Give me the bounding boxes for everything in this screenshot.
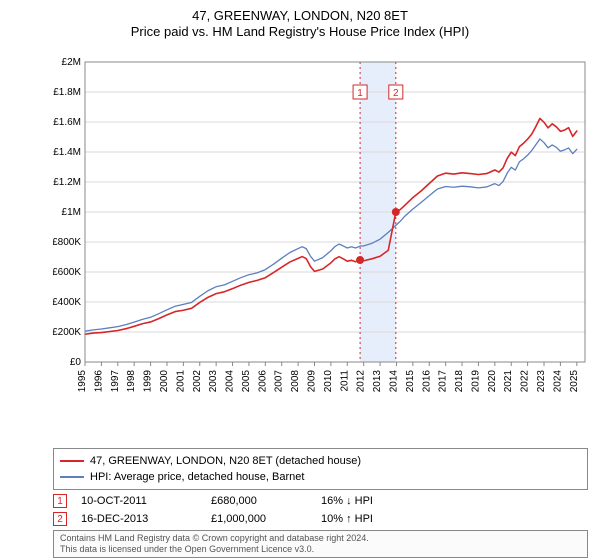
svg-text:2025: 2025 xyxy=(569,370,580,393)
svg-text:2010: 2010 xyxy=(323,370,334,393)
svg-text:2001: 2001 xyxy=(175,370,186,393)
svg-text:2018: 2018 xyxy=(454,370,465,393)
svg-text:2: 2 xyxy=(393,88,399,99)
svg-text:1996: 1996 xyxy=(93,370,104,393)
svg-text:£1.6M: £1.6M xyxy=(53,117,81,128)
legend: 47, GREENWAY, LONDON, N20 8ET (detached … xyxy=(53,448,588,490)
svg-text:2023: 2023 xyxy=(536,370,547,393)
title-line1: 47, GREENWAY, LONDON, N20 8ET xyxy=(0,8,600,24)
svg-text:2008: 2008 xyxy=(290,370,301,393)
svg-text:1999: 1999 xyxy=(143,370,154,393)
svg-text:2019: 2019 xyxy=(470,370,481,393)
svg-text:£2M: £2M xyxy=(62,58,81,68)
legend-swatch xyxy=(60,476,84,478)
credit-line: Contains HM Land Registry data © Crown c… xyxy=(60,533,581,544)
sale-marker: 2 xyxy=(53,512,67,526)
svg-text:2009: 2009 xyxy=(307,370,318,393)
svg-text:£0: £0 xyxy=(70,357,82,368)
sale-row: 1 10-OCT-2011 £680,000 16% ↓ HPI xyxy=(53,492,588,510)
svg-text:£1.8M: £1.8M xyxy=(53,87,81,98)
sale-delta: 16% ↓ HPI xyxy=(321,495,588,507)
svg-text:2015: 2015 xyxy=(405,370,416,393)
svg-text:2000: 2000 xyxy=(159,370,170,393)
svg-text:2012: 2012 xyxy=(356,370,367,393)
svg-text:1: 1 xyxy=(357,88,363,99)
sale-marker: 1 xyxy=(53,494,67,508)
svg-text:1995: 1995 xyxy=(77,370,88,393)
svg-text:£200K: £200K xyxy=(53,327,81,338)
svg-text:2007: 2007 xyxy=(274,370,285,393)
sale-delta: 10% ↑ HPI xyxy=(321,513,588,525)
svg-text:£1M: £1M xyxy=(62,207,81,218)
title-line2: Price paid vs. HM Land Registry's House … xyxy=(0,24,600,40)
svg-text:£1.4M: £1.4M xyxy=(53,147,81,158)
svg-text:2021: 2021 xyxy=(503,370,514,393)
svg-text:2016: 2016 xyxy=(421,370,432,393)
svg-text:2014: 2014 xyxy=(388,370,399,393)
svg-text:1998: 1998 xyxy=(126,370,137,393)
svg-text:2004: 2004 xyxy=(225,370,236,393)
svg-text:2024: 2024 xyxy=(552,370,563,393)
legend-swatch xyxy=(60,460,84,462)
credit-line: This data is licensed under the Open Gov… xyxy=(60,544,581,555)
svg-text:2006: 2006 xyxy=(257,370,268,393)
svg-text:2013: 2013 xyxy=(372,370,383,393)
sale-date: 10-OCT-2011 xyxy=(81,495,211,507)
svg-text:2022: 2022 xyxy=(520,370,531,393)
svg-text:£800K: £800K xyxy=(53,237,81,248)
legend-item: 47, GREENWAY, LONDON, N20 8ET (detached … xyxy=(60,453,581,469)
sale-price: £1,000,000 xyxy=(211,513,321,525)
sale-date: 16-DEC-2013 xyxy=(81,513,211,525)
chart-title: 47, GREENWAY, LONDON, N20 8ET Price paid… xyxy=(0,8,600,41)
svg-text:2017: 2017 xyxy=(438,370,449,393)
svg-text:2003: 2003 xyxy=(208,370,219,393)
svg-text:£600K: £600K xyxy=(53,267,81,278)
legend-item: HPI: Average price, detached house, Barn… xyxy=(60,469,581,485)
data-credit: Contains HM Land Registry data © Crown c… xyxy=(53,530,588,558)
svg-text:2005: 2005 xyxy=(241,370,252,393)
legend-label: 47, GREENWAY, LONDON, N20 8ET (detached … xyxy=(90,453,361,469)
legend-label: HPI: Average price, detached house, Barn… xyxy=(90,469,304,485)
price-chart: £0 £200K £400K £600K £800K £1M £1.2M £1.4M £1.6M… xyxy=(53,58,588,412)
sales-table: 1 10-OCT-2011 £680,000 16% ↓ HPI 2 16-DE… xyxy=(53,492,588,528)
sale-price: £680,000 xyxy=(211,495,321,507)
svg-text:1997: 1997 xyxy=(110,370,121,393)
svg-text:2002: 2002 xyxy=(192,370,203,393)
svg-text:2011: 2011 xyxy=(339,370,350,392)
sale-row: 2 16-DEC-2013 £1,000,000 10% ↑ HPI xyxy=(53,510,588,528)
svg-text:£400K: £400K xyxy=(53,297,81,308)
svg-text:£1.2M: £1.2M xyxy=(53,177,81,188)
svg-text:2020: 2020 xyxy=(487,370,498,393)
